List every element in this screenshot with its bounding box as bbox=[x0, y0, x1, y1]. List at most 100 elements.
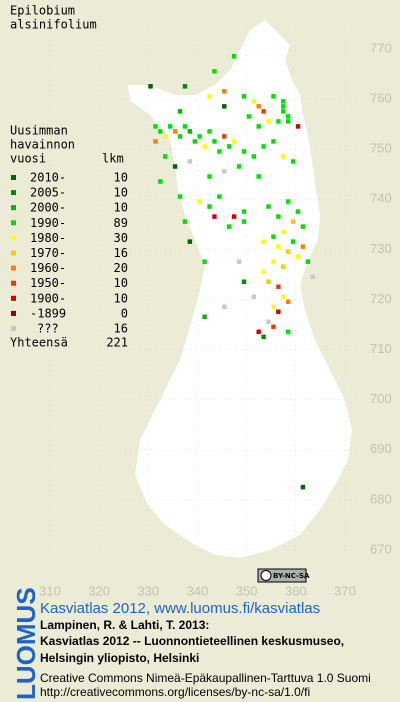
observation-square bbox=[251, 294, 256, 299]
legend-swatch bbox=[11, 235, 16, 241]
citation-line: Lampinen, R. & Lahti, T. 2013: bbox=[40, 618, 209, 632]
footer-headline: Kasviatlas 2012, www.luomus.fi/kasviatla… bbox=[40, 600, 320, 617]
observation-square bbox=[261, 144, 266, 149]
cc-badge: BY-NC-SA bbox=[257, 568, 310, 583]
observation-square bbox=[286, 329, 291, 335]
legend-swatch bbox=[11, 295, 16, 301]
x-tick-label: 360 bbox=[285, 583, 307, 598]
observation-square bbox=[276, 244, 281, 249]
observation-square bbox=[187, 129, 193, 134]
observation-square bbox=[197, 134, 202, 139]
observation-square bbox=[202, 314, 207, 320]
observation-square bbox=[241, 219, 247, 224]
observation-square bbox=[172, 129, 178, 134]
y-tick-label: 750 bbox=[370, 141, 392, 156]
legend-swatch bbox=[11, 310, 16, 316]
badge-cc-icon bbox=[260, 570, 272, 581]
legend: 2010- 10 2005- 10 2000- 10 1990- 89 1980- 30 1970-… bbox=[11, 171, 128, 336]
legend-label: 1950- bbox=[30, 276, 66, 290]
observation-square bbox=[300, 484, 306, 490]
observation-square bbox=[217, 149, 222, 154]
observation-square bbox=[182, 84, 188, 89]
observation-square bbox=[271, 259, 276, 264]
observation-square bbox=[266, 319, 271, 325]
observation-square bbox=[276, 214, 281, 219]
legend-swatch bbox=[11, 250, 16, 256]
observation-square bbox=[172, 164, 178, 169]
legend-swatch bbox=[11, 175, 16, 180]
observation-square bbox=[295, 124, 301, 129]
x-tick-label: 340 bbox=[187, 583, 209, 598]
total-label: Yhteensä bbox=[10, 336, 68, 350]
total-count: 221 bbox=[106, 336, 128, 350]
observation-square bbox=[256, 174, 261, 179]
legend-swatch bbox=[11, 205, 16, 211]
license-line: http://creativecommons.org/licenses/by-n… bbox=[40, 685, 310, 699]
y-tick-label: 760 bbox=[370, 91, 392, 106]
legend-label: 2000- bbox=[30, 201, 66, 215]
badge-text: BY-NC-SA bbox=[273, 572, 310, 580]
observation-square bbox=[163, 154, 168, 159]
observation-square bbox=[177, 134, 183, 139]
legend-count: 10 bbox=[114, 201, 128, 215]
y-tick-label: 680 bbox=[370, 491, 392, 506]
observation-square bbox=[295, 254, 301, 259]
observation-square bbox=[207, 94, 212, 99]
y-tick-label: 690 bbox=[370, 441, 392, 456]
y-tick-label: 730 bbox=[370, 241, 392, 256]
observation-square bbox=[281, 99, 286, 104]
observation-square bbox=[266, 119, 271, 124]
observation-square bbox=[187, 159, 193, 164]
observation-square bbox=[192, 139, 197, 144]
observation-square bbox=[212, 69, 217, 74]
citation-line: Kasviatlas 2012 -- Luonnontieteellinen k… bbox=[40, 634, 344, 648]
y-tick-label: 700 bbox=[370, 391, 392, 406]
observation-square bbox=[241, 149, 247, 154]
legend-heading: Uusimman bbox=[10, 124, 68, 138]
observation-square bbox=[271, 304, 276, 310]
observation-square bbox=[281, 294, 286, 299]
x-tick-label: 320 bbox=[88, 583, 110, 598]
legend-swatch bbox=[11, 220, 16, 226]
title-line: alsinifolium bbox=[10, 18, 97, 32]
observation-square bbox=[271, 324, 276, 330]
observation-square bbox=[222, 104, 227, 109]
observation-square bbox=[286, 199, 291, 204]
observation-square bbox=[187, 239, 193, 244]
observation-square bbox=[217, 194, 222, 199]
observation-square bbox=[281, 264, 286, 269]
observation-square bbox=[251, 154, 256, 159]
finland-outline bbox=[128, 20, 352, 558]
legend-swatch bbox=[11, 280, 16, 286]
observation-square bbox=[310, 274, 315, 279]
observation-square bbox=[197, 199, 202, 204]
observation-square bbox=[271, 139, 276, 144]
observation-square bbox=[251, 99, 256, 104]
y-tick-label: 770 bbox=[370, 40, 392, 55]
legend-swatch bbox=[11, 190, 16, 196]
legend-swatch bbox=[11, 265, 16, 271]
legend-count: 89 bbox=[114, 216, 128, 230]
observation-square bbox=[290, 239, 296, 244]
legend-label: 1960- bbox=[30, 261, 66, 275]
legend-count-heading: lkm bbox=[102, 152, 124, 166]
legend-label: 1900- bbox=[30, 291, 66, 305]
x-tick-label: 330 bbox=[137, 583, 159, 598]
legend-count: 16 bbox=[114, 322, 128, 336]
observation-square bbox=[266, 279, 271, 284]
y-tick-label: 720 bbox=[370, 291, 392, 306]
observation-square bbox=[300, 244, 306, 249]
observation-square bbox=[153, 139, 158, 144]
observation-square bbox=[276, 309, 281, 315]
observation-square bbox=[261, 109, 266, 114]
observation-square bbox=[231, 139, 237, 144]
observation-square bbox=[295, 209, 301, 214]
x-tick-label: 310 bbox=[39, 583, 61, 598]
observation-square bbox=[222, 169, 227, 174]
observation-square bbox=[231, 214, 237, 219]
observation-square bbox=[212, 139, 217, 144]
license-line: Creative Commons Nimeä-Epäkaupallinen-Ta… bbox=[40, 671, 371, 685]
observation-square bbox=[158, 129, 163, 134]
observation-square bbox=[286, 299, 291, 305]
observation-square bbox=[286, 114, 291, 119]
